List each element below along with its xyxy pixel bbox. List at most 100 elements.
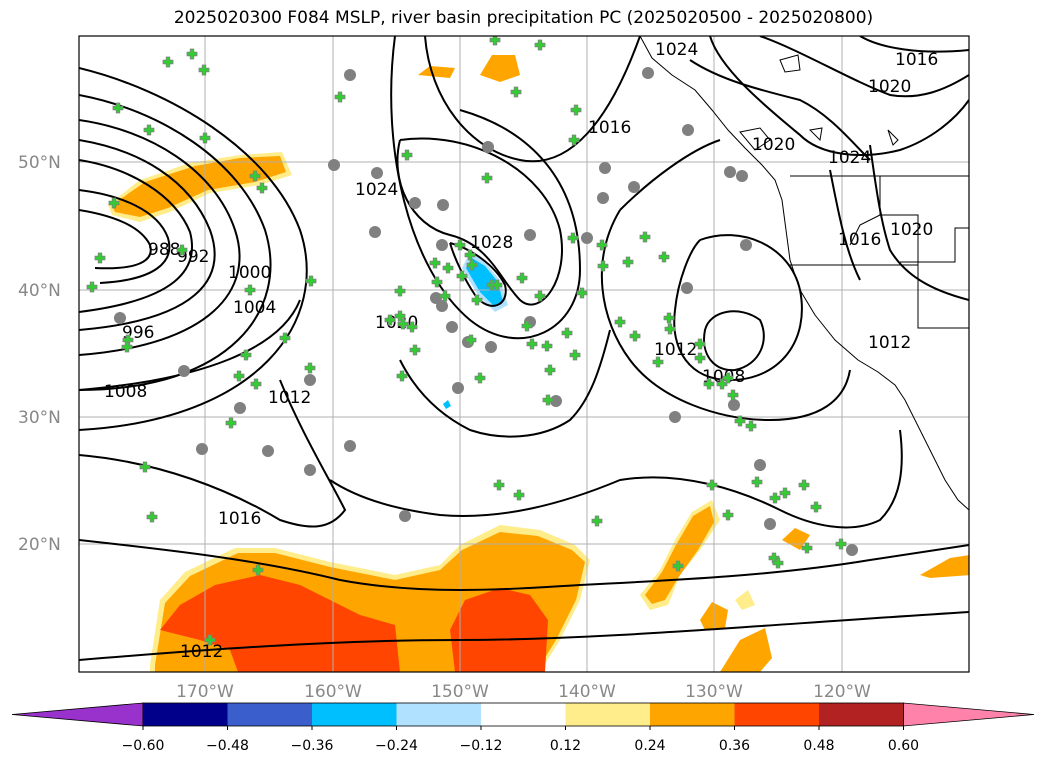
basin-circle-marker xyxy=(682,124,694,136)
basin-cross-marker xyxy=(279,332,291,344)
basin-cross-marker xyxy=(442,262,454,274)
contour-label: 1024 xyxy=(655,40,698,60)
basin-cross-marker xyxy=(622,256,634,268)
precip-positive-area xyxy=(108,55,969,672)
basin-cross-marker xyxy=(722,372,734,384)
basin-cross-marker xyxy=(439,290,451,302)
basin-cross-marker xyxy=(304,362,316,374)
basin-circle-marker xyxy=(446,321,458,333)
basin-circle-marker xyxy=(178,365,190,377)
basin-cross-marker xyxy=(694,338,706,350)
basin-circle-marker xyxy=(436,300,448,312)
basin-cross-marker xyxy=(176,244,188,256)
basin-cross-marker xyxy=(694,352,706,364)
basin-cross-marker xyxy=(334,91,346,103)
basin-cross-marker xyxy=(576,287,588,299)
contour-label: 1020 xyxy=(890,220,933,240)
colorbar-segment xyxy=(819,703,904,726)
basin-circle-marker xyxy=(234,402,246,414)
colorbar-tick-label: −0.48 xyxy=(206,738,249,754)
basin-cross-marker xyxy=(541,340,553,352)
contour-label: 1020 xyxy=(868,77,911,97)
basin-cross-marker xyxy=(663,312,675,324)
contour-label: 1028 xyxy=(470,233,513,253)
basin-cross-marker xyxy=(734,415,746,427)
basin-cross-marker xyxy=(394,310,406,322)
basin-cross-marker xyxy=(146,511,158,523)
basin-cross-marker xyxy=(561,327,573,339)
contour-label: 988 xyxy=(148,240,180,260)
basin-circle-marker xyxy=(262,445,274,457)
colorbar-tick-label: −0.12 xyxy=(460,738,503,754)
basin-cross-marker xyxy=(567,232,579,244)
basin-cross-marker xyxy=(199,132,211,144)
colorbar-segment xyxy=(734,703,819,726)
basin-cross-marker xyxy=(772,557,784,569)
basin-circle-marker xyxy=(597,192,609,204)
basin-cross-marker xyxy=(569,349,581,361)
basin-circle-marker xyxy=(846,544,858,556)
contour-label: 1020 xyxy=(752,135,795,155)
basin-cross-marker xyxy=(162,56,174,68)
colorbar-extend-high xyxy=(903,702,1035,727)
contour-label: 1024 xyxy=(355,180,398,200)
basin-circle-marker xyxy=(114,312,126,324)
basin-cross-marker xyxy=(121,341,133,353)
basin-cross-marker xyxy=(542,394,554,406)
basin-cross-marker xyxy=(703,378,715,390)
basin-cross-marker xyxy=(305,275,317,287)
basin-circle-marker xyxy=(304,464,316,476)
basin-cross-marker xyxy=(596,239,608,251)
contour-label: 1016 xyxy=(895,50,938,70)
basin-cross-marker xyxy=(526,338,538,350)
colorbar-tick-label: 0.48 xyxy=(803,738,834,754)
contour-label: 1016 xyxy=(588,118,631,138)
colorbar-segment xyxy=(396,703,481,726)
basin-cross-marker xyxy=(510,86,522,98)
basin-circle-marker xyxy=(485,341,497,353)
lon-label-120w: 120°W xyxy=(813,682,871,702)
basin-circle-marker xyxy=(724,166,736,178)
basin-cross-marker xyxy=(204,634,216,646)
contour-labels: 1024 1016 1020 1016 1020 1024 1016 1020 … xyxy=(104,40,938,662)
basin-cross-marker xyxy=(474,372,486,384)
basin-circle-marker xyxy=(371,167,383,179)
basin-cross-marker xyxy=(394,285,406,297)
basin-circle-marker xyxy=(304,374,316,386)
basin-cross-marker xyxy=(108,197,120,209)
colorbar: −0.60 −0.48 −0.36 −0.24 −0.12 0.12 0.24 0.36 0.4… xyxy=(11,702,1035,754)
colorbar-segment xyxy=(143,703,228,726)
colorbar-tick-label: 0.36 xyxy=(719,738,750,754)
basin-cross-marker xyxy=(252,564,264,576)
basin-cross-marker xyxy=(810,501,822,513)
basin-cross-marker xyxy=(143,124,155,136)
basin-circle-marker xyxy=(344,440,356,452)
colorbar-tick-label: −0.36 xyxy=(291,738,334,754)
basin-cross-marker xyxy=(516,272,528,284)
basin-circle-marker xyxy=(399,510,411,522)
basin-cross-marker xyxy=(639,231,651,243)
basin-circle-marker xyxy=(437,199,449,211)
colorbar-tick-label: 0.24 xyxy=(634,738,665,754)
precip-shading xyxy=(108,55,969,672)
basin-cross-marker xyxy=(727,389,739,401)
basin-circle-marker xyxy=(740,239,752,251)
basin-cross-marker xyxy=(801,542,813,554)
basin-cross-marker xyxy=(429,257,441,269)
basin-cross-marker xyxy=(431,276,443,288)
basin-cross-marker xyxy=(409,344,421,356)
basin-circle-marker xyxy=(436,239,448,251)
basin-cross-marker xyxy=(240,349,252,361)
basin-cross-marker xyxy=(664,323,676,335)
lat-label-50n: 50°N xyxy=(18,153,61,173)
contour-label: 1012 xyxy=(180,642,223,662)
basin-circle-marker xyxy=(369,226,381,238)
basin-cross-marker xyxy=(779,487,791,499)
basin-circle-marker xyxy=(754,459,766,471)
basin-circle-marker xyxy=(681,282,693,294)
basin-cross-marker xyxy=(465,334,477,346)
basin-cross-marker xyxy=(139,461,151,473)
contour-label: 1004 xyxy=(233,298,276,318)
basin-circle-marker xyxy=(524,229,536,241)
basin-cross-marker xyxy=(591,515,603,527)
